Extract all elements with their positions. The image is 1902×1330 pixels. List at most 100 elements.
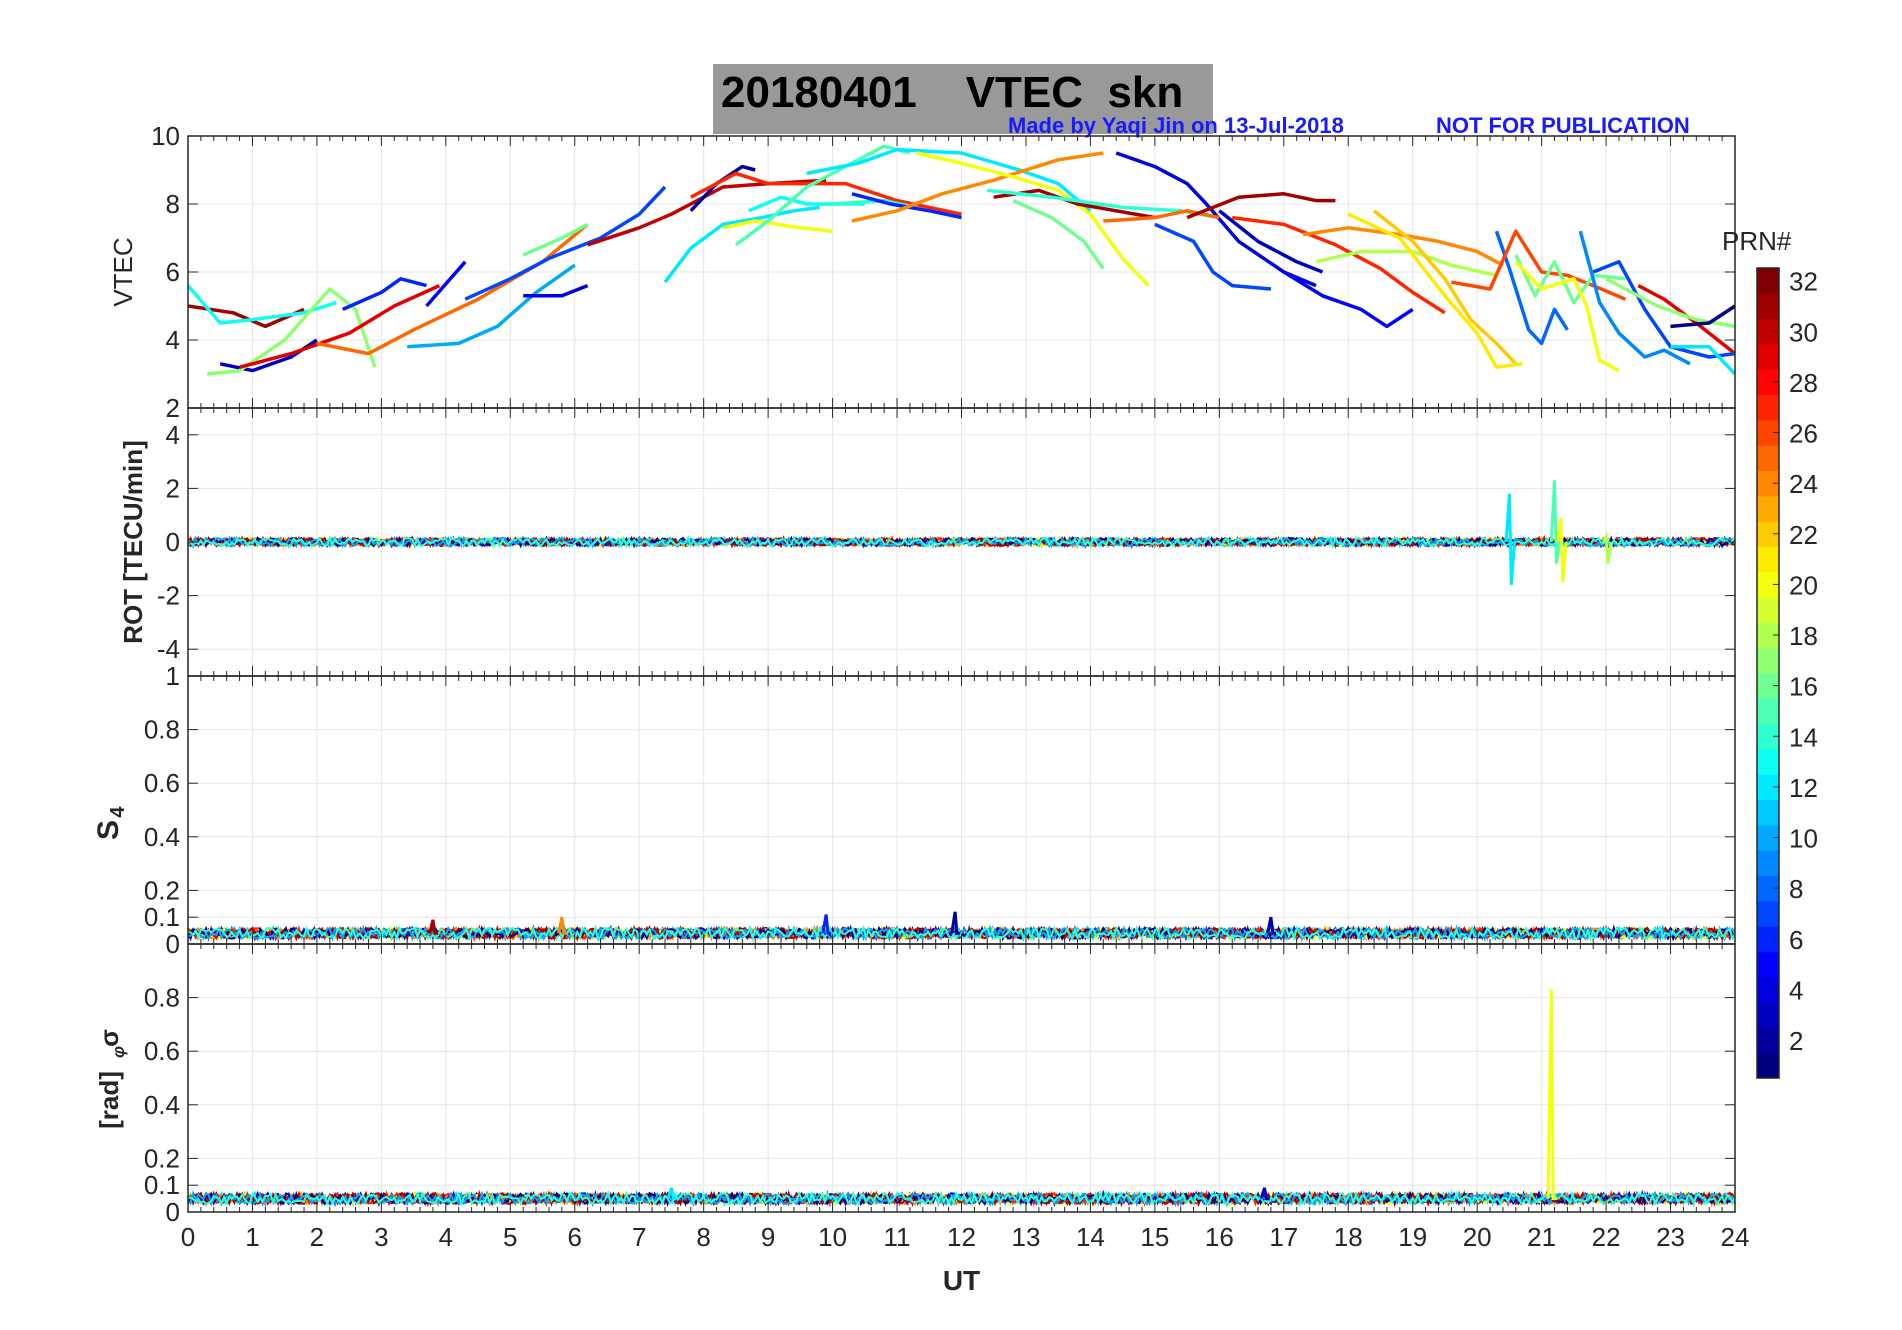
colorbar-tick-label: 2	[1789, 1026, 1803, 1056]
vtec-track-prn-21	[1347, 212, 1523, 369]
y-tick-label: 6	[166, 257, 180, 287]
colorbar-tick-label: 12	[1789, 773, 1818, 803]
colorbar-bin	[1757, 394, 1779, 421]
y-tick-label: 0	[166, 527, 180, 557]
colorbar-bin	[1757, 748, 1779, 775]
colorbar-bin	[1757, 900, 1779, 927]
y-axis-label: ROT [TECU/min]	[118, 440, 148, 644]
spike-prn-24	[557, 916, 568, 935]
y-tick-label: 2	[166, 393, 180, 423]
x-tick-label: 19	[1398, 1222, 1427, 1252]
vtec-track-prn-6	[341, 277, 427, 312]
vtec-track-prn-20	[1514, 260, 1620, 373]
vtec-track-prn-31	[1186, 192, 1336, 220]
x-tick-label: 3	[374, 1222, 388, 1252]
colorbar-bin	[1757, 597, 1779, 623]
colorbar-bin	[1757, 293, 1779, 320]
colorbar-bin	[1757, 774, 1779, 801]
vtec-track-prn-7	[1154, 222, 1272, 291]
colorbar-tick-label: 16	[1789, 672, 1818, 702]
x-tick-label: 16	[1205, 1222, 1234, 1252]
y-tick-label: 0.8	[144, 983, 180, 1013]
x-tick-label: 13	[1011, 1222, 1040, 1252]
spike-prn-15	[1549, 480, 1562, 564]
vtec-track-prn-4	[523, 283, 589, 298]
y-tick-label: 4	[166, 325, 180, 355]
y-tick-label: 1	[166, 661, 180, 691]
spike-prn-3	[1266, 916, 1277, 935]
colorbar-label: PRN#	[1722, 226, 1792, 256]
x-tick-label: 24	[1721, 1222, 1750, 1252]
x-tick-label: 23	[1656, 1222, 1685, 1252]
credit-text: Made by Yaqi Jin on 13-Jul-2018	[1008, 113, 1344, 138]
colorbar-bin	[1757, 723, 1779, 750]
colorbar-tick-label: 28	[1789, 368, 1818, 398]
vtec-track-prn-1	[1670, 304, 1735, 329]
colorbar-bin	[1757, 419, 1779, 446]
y-tick-label: 0	[166, 1197, 180, 1227]
spike-prn-18	[1601, 531, 1613, 564]
colorbar-tick-label: 32	[1789, 267, 1818, 297]
title-box	[713, 64, 1213, 134]
colorbar-bin	[1757, 976, 1779, 1003]
y-tick-label: 0.6	[144, 1036, 180, 1066]
colorbar-tick-label: 10	[1789, 824, 1818, 854]
noise-band-prn-14	[188, 535, 1735, 549]
x-tick-label: 18	[1334, 1222, 1363, 1252]
vtec-track-prn-10	[407, 263, 576, 349]
colorbar-bin	[1757, 951, 1779, 978]
y-tick-label: 0.6	[144, 768, 180, 798]
y-tick-label: 0.8	[144, 715, 180, 745]
y-axis-label-sub: 4	[107, 806, 129, 818]
vtec-track-prn-12	[663, 205, 820, 284]
colorbar-bin	[1757, 546, 1779, 573]
spike-prn-12	[666, 1187, 677, 1201]
vtec-track-prn-24	[851, 151, 1104, 223]
colorbar-bin	[1757, 495, 1779, 522]
colorbar-bin	[1757, 268, 1779, 294]
vtec-track-prn-13	[188, 284, 337, 325]
colorbar-tick-label: 24	[1789, 469, 1818, 499]
spike-prn-31	[428, 919, 439, 935]
panel-s4: 00.10.2 0.4 0.6 0.8 1 S 4	[92, 661, 1736, 959]
y-tick-label: 0.2	[144, 1143, 180, 1173]
y-tick-label: 8	[166, 189, 180, 219]
colorbar-tick-label: 8	[1789, 874, 1803, 904]
colorbar-bin	[1757, 926, 1779, 952]
colorbar-bin	[1757, 824, 1779, 851]
y-tick-label: 0.1	[144, 1170, 180, 1200]
colorbar-frame	[1756, 267, 1780, 1079]
x-tick-label: 5	[503, 1222, 517, 1252]
x-tick-label: 17	[1269, 1222, 1298, 1252]
y-tick-label: 2	[166, 473, 180, 503]
colorbar-bin	[1757, 1002, 1779, 1028]
x-tick-label: 21	[1527, 1222, 1556, 1252]
colorbar-bin	[1757, 1052, 1779, 1079]
vtec-track-prn-18	[1315, 249, 1497, 278]
vtec-track-prn-7	[1592, 260, 1735, 359]
colorbar-tick-label: 4	[1789, 975, 1803, 1005]
spike-prn-6	[821, 914, 832, 935]
vtec-track-prn-22	[1372, 209, 1518, 366]
vtec-track-prn-17	[207, 287, 377, 376]
y-tick-label: 0.1	[144, 902, 180, 932]
x-axis-label: UT	[943, 1265, 980, 1296]
colorbar-bin	[1757, 343, 1779, 370]
colorbar-tick-label: 26	[1789, 419, 1818, 449]
vtec-track-prn-27	[689, 171, 962, 216]
vtec-track-prn-7	[464, 185, 667, 301]
vtec-track-prn-24	[1302, 226, 1504, 267]
panel-sigma-phi: 00.10.20.40.60.8σφ[rad]0 1 2 3 4 5 6 7 8 9 10 11 12 1…	[94, 943, 1750, 1296]
colorbar-bin	[1757, 799, 1779, 826]
y-axis-label: S	[92, 820, 125, 840]
colorbar-tick-label: 18	[1789, 621, 1818, 651]
colorbar-bin	[1757, 318, 1779, 345]
plot-area	[188, 144, 1735, 376]
panel-vtec: 2 4 6 8 10 VTEC	[108, 121, 1736, 423]
colorbar-bin	[1757, 673, 1779, 699]
spike-prn-20	[1546, 989, 1557, 1201]
x-tick-label: 20	[1463, 1222, 1492, 1252]
vtec-track-prn-12	[806, 147, 1092, 213]
